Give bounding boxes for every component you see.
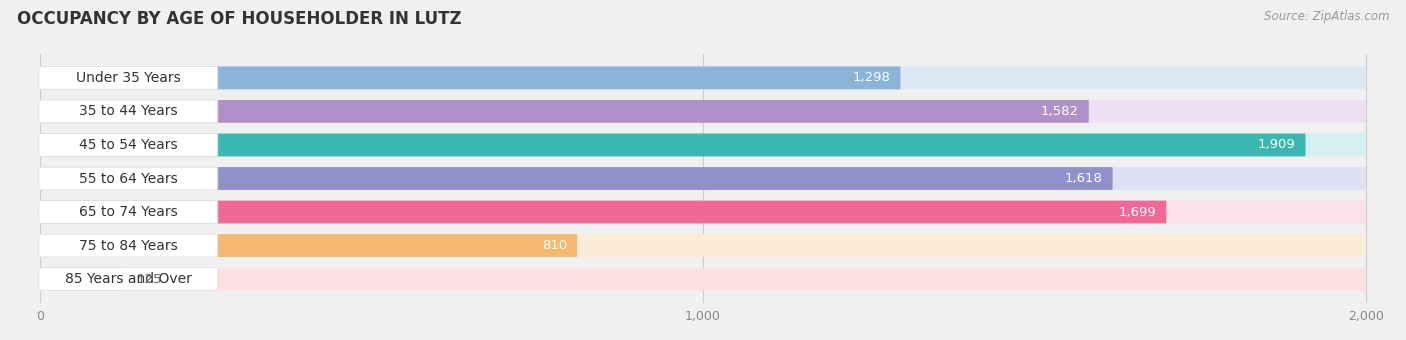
Text: 45 to 54 Years: 45 to 54 Years	[79, 138, 177, 152]
FancyBboxPatch shape	[41, 268, 124, 290]
Text: 125: 125	[136, 273, 162, 286]
FancyBboxPatch shape	[39, 134, 218, 156]
FancyBboxPatch shape	[41, 67, 900, 89]
FancyBboxPatch shape	[39, 167, 218, 190]
FancyBboxPatch shape	[41, 234, 1365, 257]
Text: 85 Years and Over: 85 Years and Over	[65, 272, 191, 286]
FancyBboxPatch shape	[41, 100, 1088, 123]
FancyBboxPatch shape	[41, 167, 1112, 190]
FancyBboxPatch shape	[39, 201, 218, 223]
Text: 1,582: 1,582	[1040, 105, 1078, 118]
FancyBboxPatch shape	[41, 167, 1365, 190]
FancyBboxPatch shape	[41, 67, 1365, 89]
FancyBboxPatch shape	[41, 268, 1365, 290]
FancyBboxPatch shape	[41, 201, 1167, 223]
FancyBboxPatch shape	[39, 234, 218, 257]
Text: 1,699: 1,699	[1119, 206, 1156, 219]
Text: 1,618: 1,618	[1064, 172, 1102, 185]
Text: 55 to 64 Years: 55 to 64 Years	[79, 171, 177, 186]
FancyBboxPatch shape	[41, 234, 576, 257]
FancyBboxPatch shape	[41, 100, 1365, 123]
Text: 35 to 44 Years: 35 to 44 Years	[79, 104, 177, 118]
Text: 810: 810	[541, 239, 567, 252]
Text: Under 35 Years: Under 35 Years	[76, 71, 181, 85]
Text: 1,909: 1,909	[1258, 138, 1295, 151]
Text: Source: ZipAtlas.com: Source: ZipAtlas.com	[1264, 10, 1389, 23]
FancyBboxPatch shape	[41, 134, 1306, 156]
FancyBboxPatch shape	[41, 201, 1365, 223]
FancyBboxPatch shape	[39, 100, 218, 123]
FancyBboxPatch shape	[39, 268, 218, 290]
Text: 65 to 74 Years: 65 to 74 Years	[79, 205, 177, 219]
Text: 75 to 84 Years: 75 to 84 Years	[79, 239, 177, 253]
Text: OCCUPANCY BY AGE OF HOUSEHOLDER IN LUTZ: OCCUPANCY BY AGE OF HOUSEHOLDER IN LUTZ	[17, 10, 461, 28]
FancyBboxPatch shape	[41, 134, 1365, 156]
Text: 1,298: 1,298	[852, 71, 890, 84]
FancyBboxPatch shape	[39, 67, 218, 89]
